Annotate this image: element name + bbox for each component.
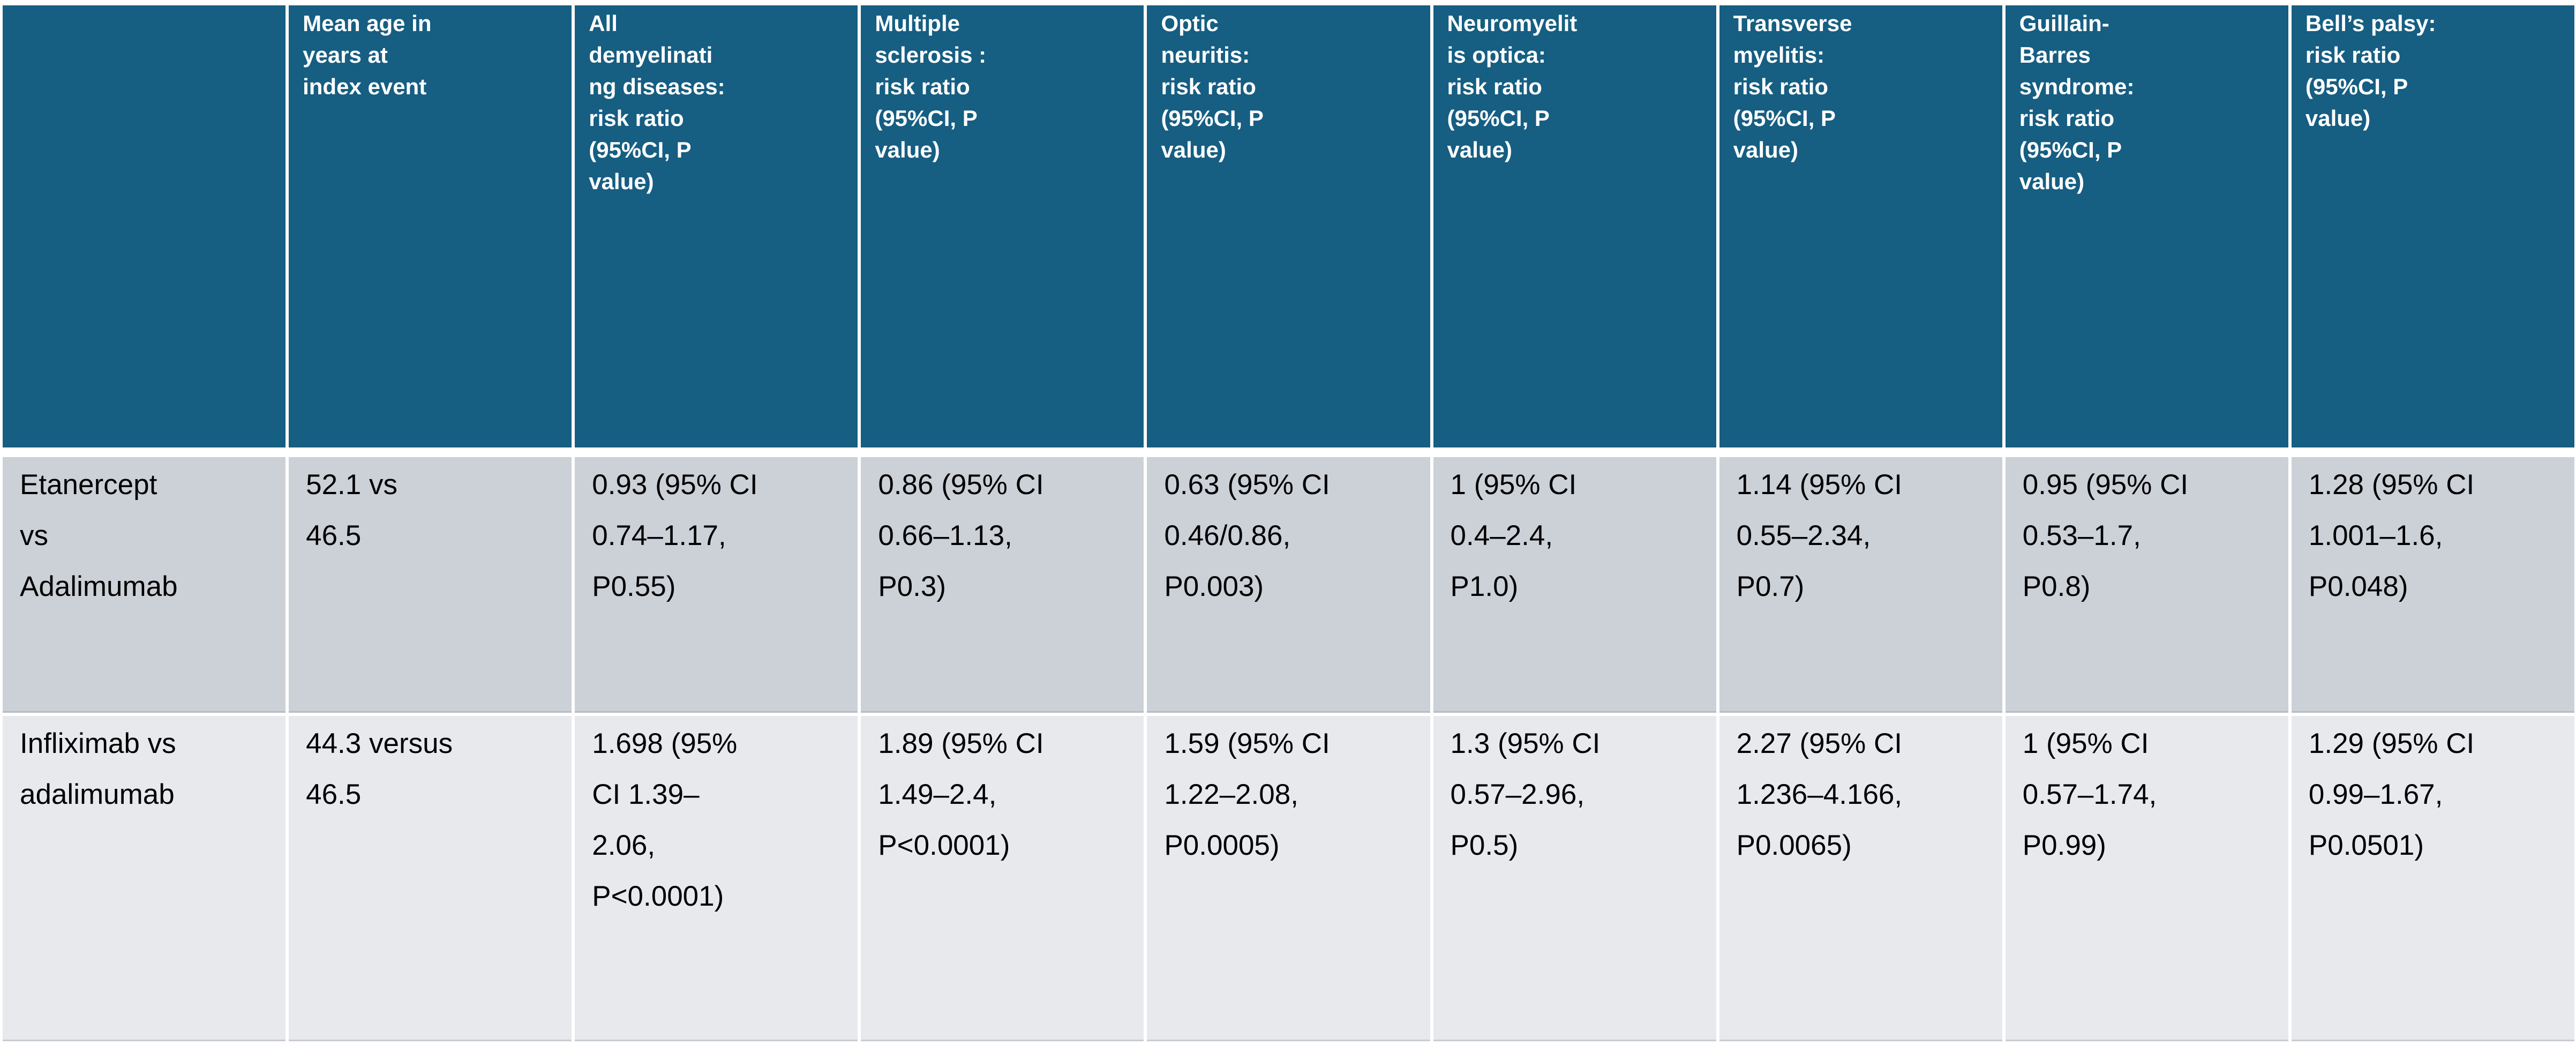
- table-row-infliximab-vs-adalimumab: Infliximab vs adalimumab 44.3 versus 46.…: [3, 716, 2574, 1041]
- header-cell-guillain-barres-syndrome: Guillain- Barres syndrome: risk ratio (9…: [2005, 5, 2288, 447]
- header-cell-neuromyelitis-optica: Neuromyelit is optica: risk ratio (95%CI…: [1433, 5, 1716, 447]
- header-cell-multiple-sclerosis: Multiple sclerosis : risk ratio (95%CI, …: [861, 5, 1144, 447]
- cell-optic-neuritis: 1.59 (95% CI 1.22–2.08, P0.0005): [1147, 716, 1430, 1041]
- header-cell-mean-age: Mean age in years at index event: [289, 5, 572, 447]
- cell-neuromyelitis-optica: 1.3 (95% CI 0.57–2.96, P0.5): [1433, 716, 1716, 1041]
- header-cell-optic-neuritis: Optic neuritis: risk ratio (95%CI, P val…: [1147, 5, 1430, 447]
- cell-multiple-sclerosis: 0.86 (95% CI 0.66–1.13, P0.3): [861, 457, 1144, 713]
- cell-guillain-barres-syndrome: 1 (95% CI 0.57–1.74, P0.99): [2005, 716, 2288, 1041]
- header-cell-row-label: [3, 5, 286, 447]
- cell-bells-palsy: 1.28 (95% CI 1.001–1.6, P0.048): [2291, 457, 2574, 713]
- cell-bells-palsy: 1.29 (95% CI 0.99–1.67, P0.0501): [2291, 716, 2574, 1041]
- header-cell-bells-palsy: Bell’s palsy: risk ratio (95%CI, P value…: [2291, 5, 2574, 447]
- cell-mean-age: 44.3 versus 46.5: [289, 716, 572, 1041]
- cell-all-demyelinating-diseases: 0.93 (95% CI 0.74–1.17, P0.55): [575, 457, 858, 713]
- risk-ratio-table: Mean age in years at index event All dem…: [3, 5, 2574, 1041]
- header-cell-all-demyelinating-diseases: All demyelinati ng diseases: risk ratio …: [575, 5, 858, 447]
- header-cell-transverse-myelitis: Transverse myelitis: risk ratio (95%CI, …: [1719, 5, 2002, 447]
- cell-row-label: Infliximab vs adalimumab: [3, 716, 286, 1041]
- table-header-row: Mean age in years at index event All dem…: [3, 5, 2574, 447]
- cell-neuromyelitis-optica: 1 (95% CI 0.4–2.4, P1.0): [1433, 457, 1716, 713]
- cell-multiple-sclerosis: 1.89 (95% CI 1.49–2.4, P<0.0001): [861, 716, 1144, 1041]
- cell-guillain-barres-syndrome: 0.95 (95% CI 0.53–1.7, P0.8): [2005, 457, 2288, 713]
- cell-all-demyelinating-diseases: 1.698 (95% CI 1.39– 2.06, P<0.0001): [575, 716, 858, 1041]
- cell-row-label: Etanercept vs Adalimumab: [3, 457, 286, 713]
- cell-transverse-myelitis: 2.27 (95% CI 1.236–4.166, P0.0065): [1719, 716, 2002, 1041]
- table-row-etanercept-vs-adalimumab: Etanercept vs Adalimumab 52.1 vs 46.5 0.…: [3, 457, 2574, 713]
- cell-transverse-myelitis: 1.14 (95% CI 0.55–2.34, P0.7): [1719, 457, 2002, 713]
- cell-mean-age: 52.1 vs 46.5: [289, 457, 572, 713]
- cell-optic-neuritis: 0.63 (95% CI 0.46/0.86, P0.003): [1147, 457, 1430, 713]
